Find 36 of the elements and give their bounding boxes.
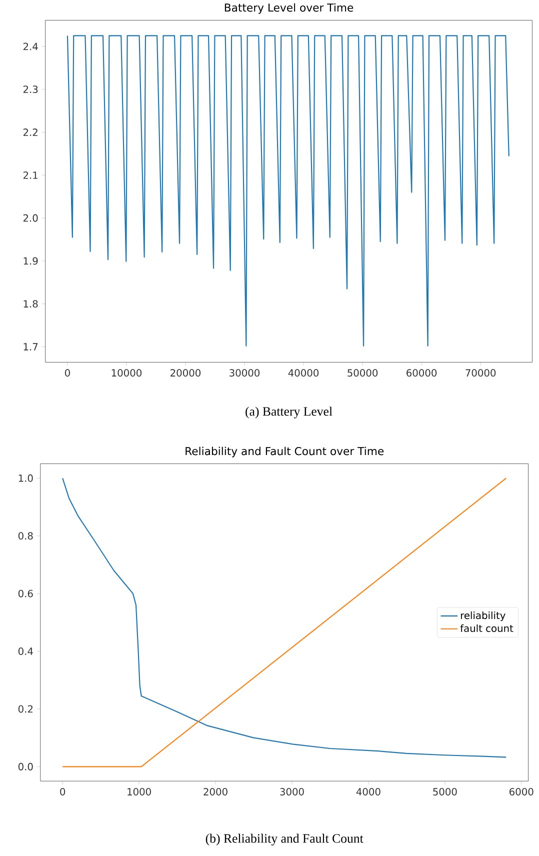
y-tick-label: 1.8 <box>24 300 38 308</box>
y-tick-label: 1.0 <box>18 474 33 482</box>
x-tick-label: 40000 <box>288 369 319 377</box>
y-tick-label: 2.1 <box>23 171 38 179</box>
y-tick-label: 1.7 <box>24 343 38 350</box>
x-tick-label: 70000 <box>466 369 496 377</box>
x-tick-label: 2000 <box>204 788 228 796</box>
x-tick-label: 50000 <box>348 369 378 377</box>
x-tick-label: 0 <box>64 369 70 377</box>
y-tick-label: 2.4 <box>23 42 38 50</box>
x-tick-label: 0 <box>60 788 66 796</box>
y-tick-label: 0.6 <box>18 590 33 598</box>
x-tick-label: 3000 <box>280 788 304 796</box>
y-tick-label: 0.0 <box>18 762 33 770</box>
y-tick-label: 0.4 <box>18 648 33 655</box>
x-tick-label: 1000 <box>128 788 151 796</box>
y-tick-label: 2.2 <box>23 128 38 136</box>
x-tick-label: 6000 <box>509 788 534 796</box>
line-series <box>66 35 510 346</box>
chart-title: Reliability and Fault Count over Time <box>186 446 384 458</box>
x-tick-label: 5000 <box>433 788 457 796</box>
y-tick-label: 0.8 <box>18 532 33 540</box>
x-tick-label: 10000 <box>112 369 142 377</box>
x-tick-label: 4000 <box>356 788 380 796</box>
x-tick-label: 20000 <box>170 369 200 377</box>
x-tick-label: 60000 <box>406 369 437 377</box>
chart-title: Battery Level over Time <box>224 3 354 14</box>
legend-label: reliability <box>460 611 506 622</box>
y-tick-label: 2.0 <box>23 214 38 222</box>
x-tick-label: 30000 <box>230 369 260 377</box>
y-tick-label: 2.3 <box>23 86 38 94</box>
text: (b) Reliability and Fault Count <box>206 834 364 846</box>
text: (a) Battery Level <box>246 406 332 418</box>
y-tick-label: 0.2 <box>18 705 32 713</box>
y-tick-label: 1.9 <box>24 257 38 265</box>
legend-label: fault count <box>460 624 514 632</box>
